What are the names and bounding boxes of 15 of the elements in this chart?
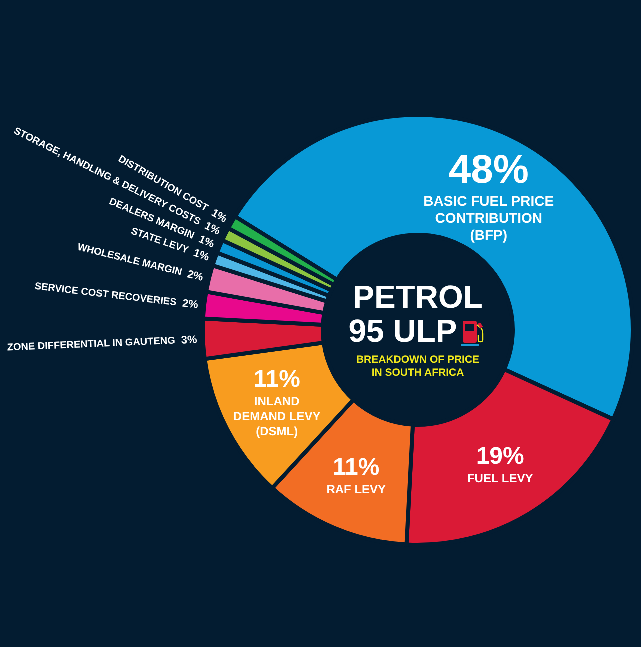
slice-label: FUEL LEVY bbox=[467, 472, 534, 486]
text: PETROL 95 ULP bbox=[348, 279, 483, 349]
data-label: 3% bbox=[181, 334, 198, 347]
data-label: 48% bbox=[448, 148, 529, 192]
data-label: 11% bbox=[333, 454, 380, 481]
data-label: 19% bbox=[476, 443, 524, 470]
slice-label: ZONE DIFFERENTIAL IN GAUTENG bbox=[7, 336, 176, 354]
slice-label: INLAND DEMAND LEVY (DSML) bbox=[233, 394, 321, 438]
slice-label: RAF LEVY bbox=[326, 482, 386, 496]
slice-label: SERVICE COST RECOVERIES bbox=[34, 281, 178, 309]
data-label: 2% bbox=[182, 298, 200, 312]
text: BREAKDOWN OF PRICE IN SOUTH AFRICA bbox=[356, 354, 480, 380]
data-label: 2% bbox=[186, 268, 205, 284]
slice-label: BASIC FUEL PRICE CONTRIBUTION (BFP) bbox=[424, 193, 554, 244]
data-label: 11% bbox=[254, 366, 300, 393]
